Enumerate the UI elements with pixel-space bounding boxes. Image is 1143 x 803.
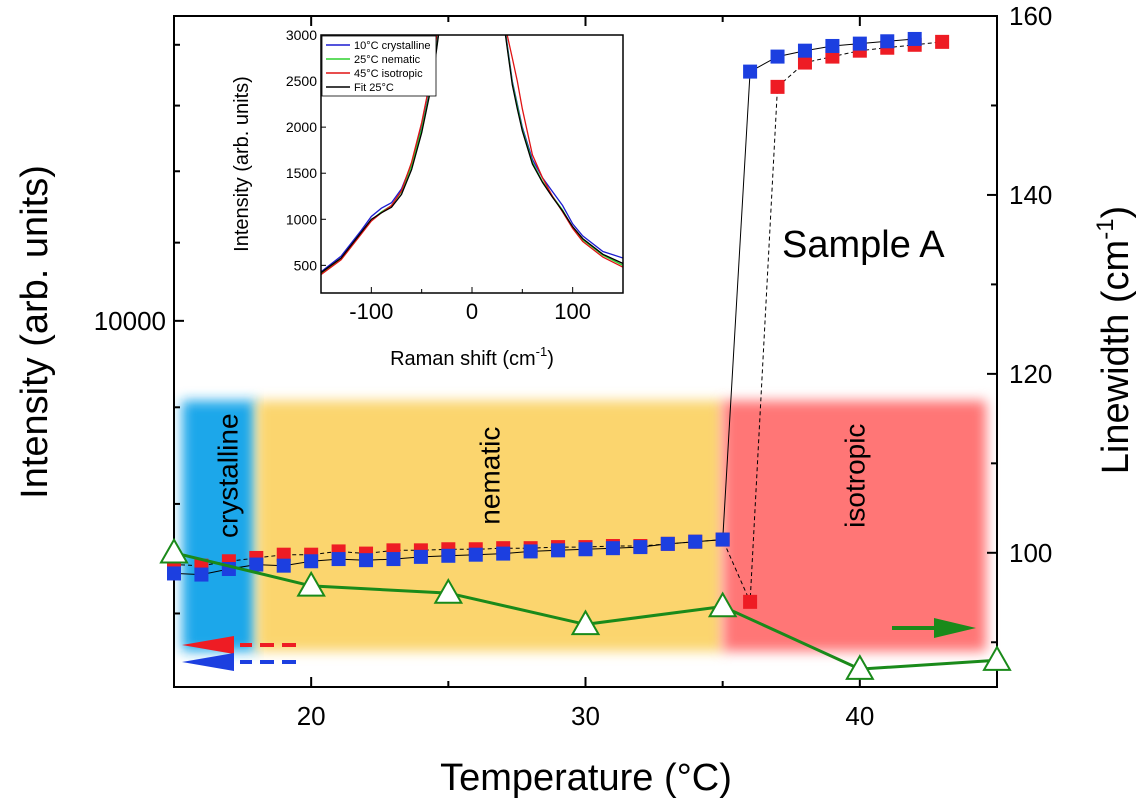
y-right-tick-label: 120 [1009, 359, 1052, 389]
x-tick-label: 30 [571, 701, 600, 731]
series-point-blue [386, 552, 401, 567]
axis-arrows [182, 618, 976, 671]
series-point-blue [578, 542, 593, 557]
inset-x-axis-title-close: ) [547, 348, 554, 370]
inset-x-tick-label: -100 [349, 299, 393, 324]
series-point-blue [633, 540, 648, 555]
region-crystalline [182, 400, 257, 652]
series-point-blue [688, 534, 703, 549]
inset-y-axis-title: Intensity (arb. units) [231, 76, 253, 252]
series-point-blue [825, 38, 840, 53]
region-isotropic [722, 400, 987, 652]
axis-arrow-left [182, 653, 234, 671]
series-point-red [276, 547, 291, 562]
region-label-isotropic: isotropic [839, 424, 870, 528]
series-layer [159, 31, 1012, 680]
inset-y-tick-label: 2500 [286, 73, 317, 89]
inset-legend-label: 10°C crystalline [354, 40, 431, 52]
inset-y-tick-label: 3000 [286, 27, 317, 43]
x-axis-title: Temperature (°C) [440, 757, 732, 799]
y-right-tick-label: 140 [1009, 180, 1052, 210]
inset-x-axis-title: Raman shift (cm-1) [390, 344, 554, 370]
inset-legend-box [321, 35, 437, 97]
y-right-tick-label: 160 [1009, 1, 1052, 31]
inset-legend-label: 25°C nematic [354, 54, 421, 66]
y-axis-right-title-close: ) [1095, 206, 1137, 219]
inset-legend: 10°C crystalline 25°C nematic 45°C isotrop… [321, 35, 437, 97]
series-point-blue [441, 548, 456, 563]
y-axis-left-title: Intensity (arb. units) [14, 165, 56, 499]
series-point-red [935, 34, 950, 49]
x-tick-label: 20 [297, 701, 326, 731]
series-point-blue [249, 557, 264, 572]
series-point-blue [413, 549, 428, 564]
series-point-blue [797, 43, 812, 58]
inset-series-line [321, 35, 623, 276]
series-point-blue [304, 554, 319, 569]
series-point-blue [880, 34, 895, 49]
region-nematic [256, 400, 723, 652]
region-labels: crystalline nematic isotropic [212, 413, 870, 537]
linewidth-point [570, 609, 601, 636]
series-point-blue [770, 49, 785, 64]
inset-series-line [321, 35, 623, 273]
axis-arrow-right [934, 618, 976, 638]
series-point-blue [331, 552, 346, 567]
series-point-red [797, 55, 812, 70]
region-label-nematic: nematic [474, 427, 505, 525]
inset-legend-label: 45°C isotropic [354, 68, 423, 80]
series-point-red [770, 79, 785, 94]
y-left-tick-label: 10000 [94, 306, 166, 336]
series-point-blue [194, 567, 209, 582]
series-point-blue [551, 543, 566, 558]
linewidth-point [707, 591, 738, 618]
inset-axis-ticks: -100 0 100 500 1000 1500 2000 2500 3000 [286, 27, 624, 324]
axis-arrow-left [182, 636, 234, 654]
region-label-crystalline: crystalline [212, 413, 243, 537]
y-axis-right-title: Linewidth (cm-1) [1092, 206, 1137, 474]
series-point-blue [660, 536, 675, 551]
inset-y-tick-label: 1500 [286, 165, 317, 181]
linewidth-point [845, 654, 875, 680]
linewidth-point [433, 578, 464, 604]
x-tick-label: 40 [845, 701, 874, 731]
series-point-blue [359, 553, 374, 568]
inset-y-tick-label: 1000 [286, 211, 317, 227]
inset-x-tick-label: 100 [554, 299, 591, 324]
inset-y-tick-label: 2000 [286, 119, 317, 135]
series-point-blue [743, 64, 758, 79]
inset-legend-label: Fit 25°C [354, 82, 394, 94]
series-point-blue [852, 36, 867, 51]
y-axis-right-title-sup: -1 [1092, 218, 1119, 239]
series-point-blue [715, 532, 730, 547]
inset-x-tick-label: 0 [466, 299, 478, 324]
series-point-red [743, 594, 758, 609]
series-line [173, 38, 915, 576]
y-right-tick-label: 100 [1009, 538, 1052, 568]
y-axis-right-title-main: Linewidth (cm [1095, 240, 1137, 474]
phase-regions [182, 400, 987, 652]
series-point-red [825, 49, 840, 64]
series-point-blue [907, 31, 922, 46]
inset-series-line [321, 35, 623, 274]
linewidth-point [159, 537, 189, 564]
series-point-blue [468, 547, 483, 562]
inset-x-axis-title-main: Raman shift (cm [390, 348, 536, 370]
series-point-blue [523, 544, 538, 559]
linewidth-point [982, 645, 1012, 671]
inset-series-layer [321, 35, 623, 276]
inset-y-tick-label: 500 [294, 257, 318, 273]
series-point-blue [605, 541, 620, 556]
linewidth-point [296, 570, 326, 597]
series-point-blue [496, 546, 511, 561]
series-point-blue [167, 566, 181, 581]
inset-x-axis-title-sup: -1 [536, 344, 548, 359]
series-point-blue [276, 558, 291, 573]
annotation-sample: Sample A [782, 224, 945, 266]
